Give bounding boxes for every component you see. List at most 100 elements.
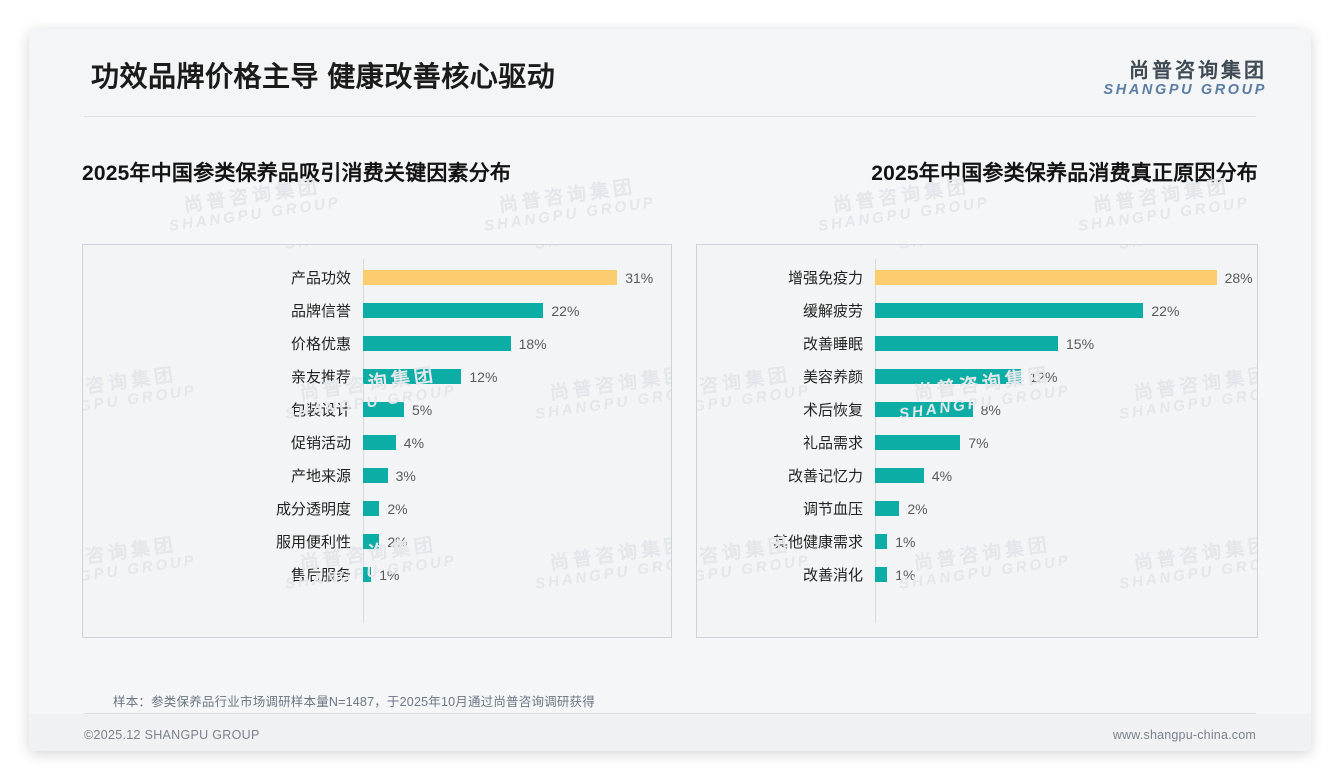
bar [875,270,1217,285]
bar [875,567,888,582]
bar [875,501,900,516]
bar [875,369,1022,384]
bar-category-label: 服用便利性 [275,534,351,551]
bar [875,303,1144,318]
chart-block-right: 2025年中国参类保养品消费真正原因分布 增强免疫力 28% 缓解疲劳 22% 改善睡眠… [696,157,1258,638]
bar [875,336,1058,351]
bar-rows-right: 增强免疫力 28% 缓解疲劳 22% 改善睡眠 15% 美容养颜 12% 术后恢复 8% 礼品需求 7… [697,245,1257,591]
bar-value-label: 28% [1224,269,1253,286]
website-link[interactable]: www.shangpu-china.com [1112,728,1256,742]
bar-row: 改善消化 1% [697,558,1257,591]
bar-value-label: 5% [412,401,433,418]
bar-row: 其他健康需求 1% [697,525,1257,558]
bar [875,534,888,549]
bar-track: 28% [875,270,1257,286]
bar-row: 产品功效 31% [83,261,671,294]
slide-card: 功效品牌价格主导 健康改善核心驱动 尚普咨询集团 SHANGPU GROUP 2… [29,29,1311,751]
bar [875,468,924,483]
page-title: 功效品牌价格主导 健康改善核心驱动 [91,61,556,92]
bar-category-label: 礼品需求 [802,435,863,452]
watermark-english-text: SHANGPU GROUP [816,193,991,235]
bar-track: 22% [363,303,671,319]
bar [363,270,618,285]
bar-track: 12% [875,369,1257,385]
bar-value-label: 31% [625,269,654,286]
copyright-text: ©2025.12 SHANGPU GROUP [84,728,260,742]
bar [875,402,973,417]
bar-row: 产地来源 3% [83,459,671,492]
bar [363,534,380,549]
bar-value-label: 1% [379,566,400,583]
bar-category-label: 缓解疲劳 [802,303,863,320]
chart-panel-left: 产品功效 31% 品牌信誉 22% 价格优惠 18% 亲友推荐 12% 包装设计 5% 促销活动 4%… [82,244,672,638]
bar-track: 3% [363,468,671,484]
bar-value-label: 18% [518,335,547,352]
bar-category-label: 增强免疫力 [787,270,863,287]
bar-value-label: 2% [387,500,408,517]
bar-category-label: 产品功效 [290,270,351,287]
bar [363,435,396,450]
bar-row: 促销活动 4% [83,426,671,459]
bar-value-label: 12% [1029,368,1058,385]
bar-category-label: 术后恢复 [802,402,863,419]
footer-divider [84,713,1256,714]
bar-track: 12% [363,369,671,385]
chart-title-left: 2025年中国参类保养品吸引消费关键因素分布 [82,162,512,185]
bar-category-label: 售后服务 [290,567,351,584]
bar-row: 改善睡眠 15% [697,327,1257,360]
bar-row: 美容养颜 12% [697,360,1257,393]
bar-track: 4% [875,468,1257,484]
bar [363,501,380,516]
bar-track: 8% [875,402,1257,418]
bar-category-label: 促销活动 [290,435,351,452]
bar [363,369,462,384]
bar-category-label: 其他健康需求 [772,534,863,551]
bar-value-label: 3% [395,467,416,484]
bar-track: 2% [875,501,1257,517]
chart-panel-right: 增强免疫力 28% 缓解疲劳 22% 改善睡眠 15% 美容养颜 12% 术后恢复 8% 礼品需求 7… [696,244,1258,638]
source-note: 样本：参类保养品行业市场调研样本量N=1487，于2025年10月通过尚普咨询调… [113,695,595,709]
chart-title-right: 2025年中国参类保养品消费真正原因分布 [871,162,1258,185]
bar-row: 礼品需求 7% [697,426,1257,459]
bar [363,567,372,582]
bar-value-label: 4% [931,467,953,484]
bar-track: 18% [363,336,671,352]
watermark-english-text: SHANGPU GROUP [167,193,342,235]
bar-value-label: 2% [907,500,928,517]
bar-category-label: 包装设计 [290,402,351,419]
bar-row: 调节血压 2% [697,492,1257,525]
bar-track: 22% [875,303,1257,319]
bar-row: 术后恢复 8% [697,393,1257,426]
bar-value-label: 12% [469,368,498,385]
logo-chinese-text: 尚普咨询集团 [1129,60,1267,82]
bar-category-label: 改善消化 [802,567,863,584]
bar-row: 服用便利性 2% [83,525,671,558]
bar-value-label: 4% [403,434,425,451]
bar-track: 2% [363,534,671,550]
brand-logo: 尚普咨询集团 SHANGPU GROUP [1103,60,1267,99]
bar [363,402,404,417]
watermark-english-text: SHANGPU GROUP [482,193,657,235]
watermark-english-text: SHANGPU GROUP [1076,193,1251,235]
chart-block-left: 2025年中国参类保养品吸引消费关键因素分布 产品功效 31% 品牌信誉 22% 价格优… [82,157,672,638]
bar-category-label: 亲友推荐 [290,369,351,386]
bar-category-label: 调节血压 [802,501,863,518]
bar [875,435,961,450]
bar-track: 7% [875,435,1257,451]
bar-track: 4% [363,435,671,451]
bar-row: 价格优惠 18% [83,327,671,360]
slide-header: 功效品牌价格主导 健康改善核心驱动 尚普咨询集团 SHANGPU GROUP [29,29,1311,117]
bar-row: 亲友推荐 12% [83,360,671,393]
bar-row: 改善记忆力 4% [697,459,1257,492]
bar-row: 包装设计 5% [83,393,671,426]
bar-row: 成分透明度 2% [83,492,671,525]
bar-value-label: 22% [1151,302,1180,319]
slide-footer: ©2025.12 SHANGPU GROUP www.shangpu-china… [29,714,1311,751]
bar-value-label: 22% [551,302,580,319]
bar-value-label: 2% [387,533,408,550]
header-divider [84,116,1256,117]
bar-value-label: 8% [980,401,1001,418]
bar-category-label: 美容养颜 [802,369,863,386]
bar-value-label: 7% [968,434,989,451]
bar-track: 1% [875,567,1257,583]
